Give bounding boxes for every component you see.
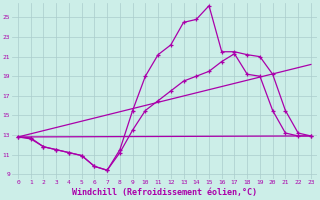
X-axis label: Windchill (Refroidissement éolien,°C): Windchill (Refroidissement éolien,°C)	[72, 188, 257, 197]
